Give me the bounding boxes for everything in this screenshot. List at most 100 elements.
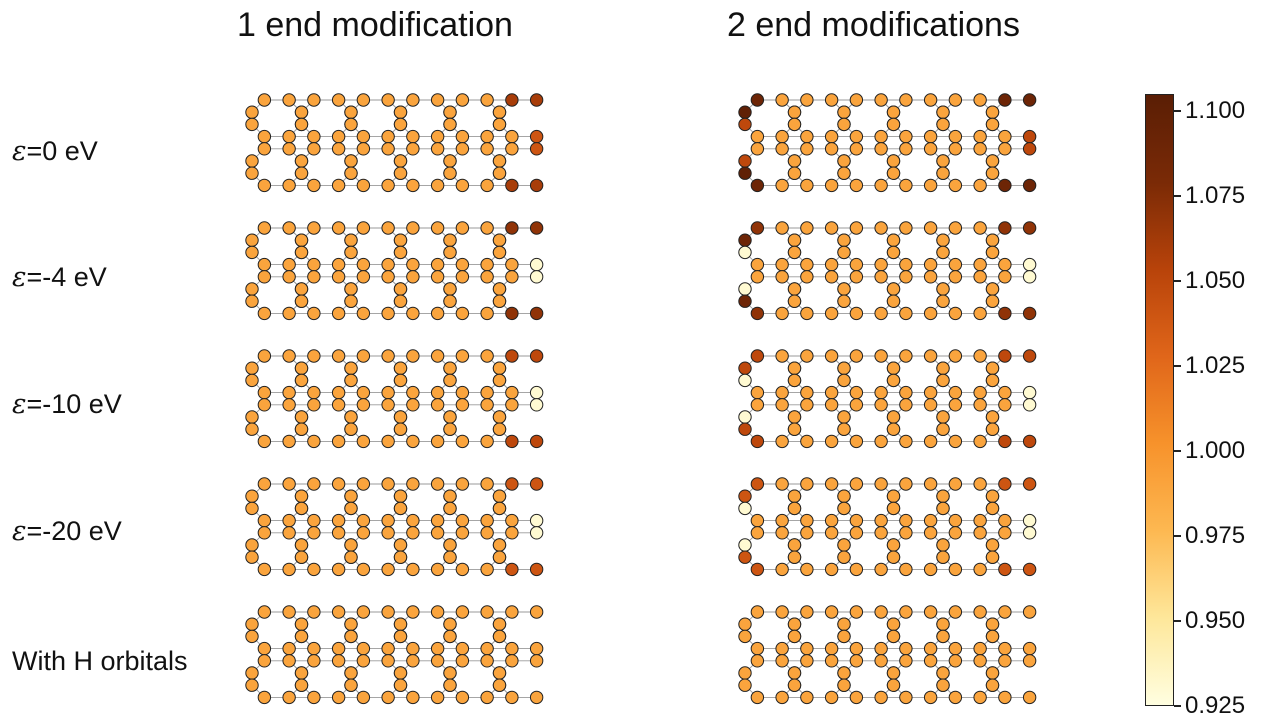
atom-site: [406, 221, 420, 235]
atom-site: [492, 361, 507, 375]
atom-site: [344, 666, 358, 680]
atom-site: [406, 129, 420, 144]
atom-site: [245, 166, 259, 180]
atom-site: [505, 142, 519, 156]
atom-site: [948, 221, 963, 235]
atom-site: [985, 154, 1000, 168]
atom-site: [886, 678, 901, 692]
atom-site: [344, 617, 358, 631]
atom-site: [874, 221, 888, 235]
atom-site: [455, 349, 470, 363]
atom-site: [307, 605, 321, 619]
atom-site: [344, 105, 358, 119]
atom-site: [874, 562, 888, 577]
atom-site: [985, 489, 1000, 503]
lattice-panel: [738, 477, 1037, 577]
atom-site: [406, 654, 420, 668]
row-label-4: With H orbitals: [12, 646, 188, 677]
atom-site: [775, 257, 789, 272]
atom-site: [998, 477, 1012, 491]
colorbar-tick-label: 1.100: [1185, 97, 1246, 124]
atom-site: [356, 257, 371, 272]
atom-site: [899, 257, 913, 272]
atom-site: [257, 641, 272, 656]
atom-site: [505, 178, 519, 193]
atom-site: [245, 550, 259, 564]
row-value: =0 eV: [26, 136, 98, 166]
atom-site: [257, 129, 272, 144]
atom-site: [480, 93, 494, 107]
atom-site: [800, 306, 814, 321]
atom-site: [282, 605, 296, 619]
atom-site: [824, 690, 839, 705]
atom-site: [824, 129, 839, 144]
atom-site: [800, 93, 814, 107]
atom-site: [492, 166, 507, 180]
colorbar-tick: [1174, 535, 1181, 537]
atom-site: [824, 306, 839, 321]
atom-site: [257, 349, 272, 363]
atom-site: [824, 221, 839, 235]
atom-site: [393, 489, 408, 503]
atom-site: [455, 654, 470, 668]
atom-site: [899, 129, 913, 144]
atom-site: [886, 538, 901, 552]
atom-site: [923, 526, 938, 540]
atom-site: [750, 513, 765, 528]
atom-site: [443, 501, 457, 516]
atom-site: [307, 221, 321, 235]
atom-site: [393, 361, 408, 375]
atom-site: [443, 245, 457, 260]
atom-site: [480, 513, 494, 528]
atom-site: [849, 434, 864, 449]
atom-site: [849, 385, 864, 400]
atom-site: [886, 489, 901, 503]
atom-site: [344, 538, 358, 552]
atom-site: [307, 142, 321, 156]
atom-site: [430, 257, 445, 272]
atom-site: [923, 142, 938, 156]
atom-site: [800, 605, 814, 619]
atom-site: [787, 666, 802, 680]
atom-site: [874, 129, 888, 144]
atom-site: [443, 410, 457, 424]
atom-site: [849, 477, 864, 491]
atom-site: [282, 641, 296, 656]
atom-site: [505, 221, 519, 235]
atom-site: [529, 641, 544, 656]
atom-site: [331, 641, 346, 656]
atom-site: [406, 562, 420, 577]
atom-site: [787, 245, 802, 260]
atom-site: [505, 641, 519, 656]
atom-site: [344, 629, 358, 644]
atom-site: [455, 221, 470, 235]
atom-site: [331, 142, 346, 156]
atom-site: [837, 282, 851, 296]
atom-site: [245, 501, 259, 516]
atom-site: [307, 93, 321, 107]
atom-site: [738, 117, 752, 132]
atom-site: [430, 270, 445, 284]
atom-site: [356, 178, 371, 193]
atom-site: [787, 154, 802, 168]
colorbar-tick-label: 1.050: [1185, 267, 1246, 294]
atom-site: [775, 398, 789, 412]
atom-site: [948, 93, 963, 107]
atom-site: [406, 605, 420, 619]
atom-site: [899, 349, 913, 363]
atom-site: [1022, 93, 1037, 107]
atom-site: [775, 526, 789, 540]
atom-site: [480, 349, 494, 363]
atom-site: [1022, 398, 1037, 412]
column-title-1: 1 end modification: [237, 6, 513, 44]
atom-site: [800, 513, 814, 528]
atom-site: [331, 129, 346, 144]
atom-site: [998, 641, 1012, 656]
atom-site: [973, 562, 987, 577]
atom-site: [331, 257, 346, 272]
lattice-panels: [245, 93, 1037, 705]
atom-site: [738, 501, 752, 516]
atom-site: [738, 361, 752, 375]
atom-site: [443, 105, 457, 119]
atom-site: [430, 605, 445, 619]
